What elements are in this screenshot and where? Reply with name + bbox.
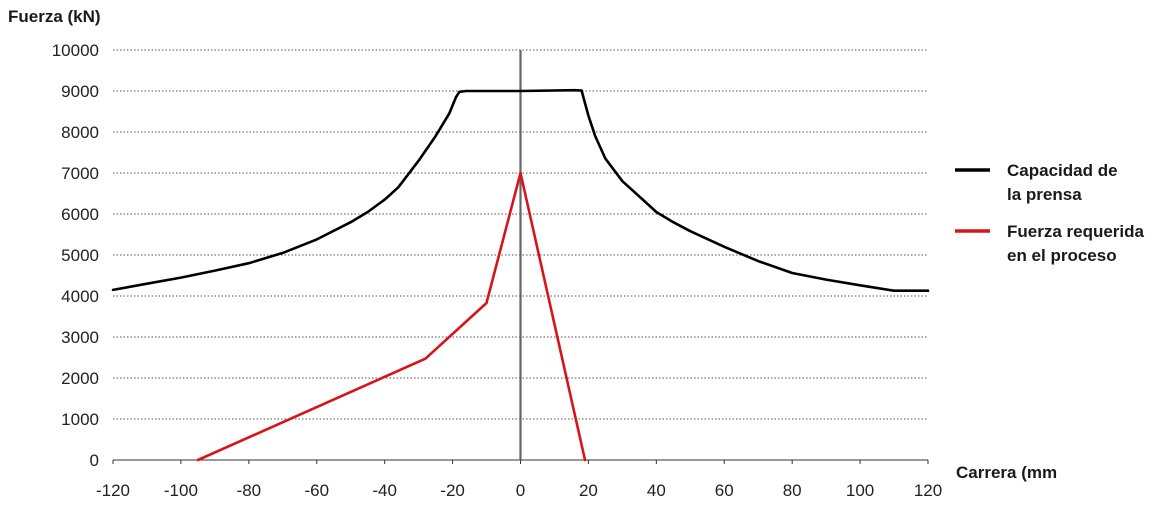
x-tick-label: 60 <box>715 481 734 500</box>
y-tick-label: 4000 <box>61 287 99 306</box>
y-tick-label: 5000 <box>61 246 99 265</box>
y-tick-label: 3000 <box>61 328 99 347</box>
y-tick-label: 10000 <box>52 41 99 60</box>
y-axis-title: Fuerza (kN) <box>8 7 101 26</box>
legend-label: Capacidad de <box>1007 161 1118 180</box>
x-tick-label: -100 <box>164 481 198 500</box>
x-tick-label: -20 <box>440 481 465 500</box>
x-tick-labels: -120 -100 -80 -60 -40 -20 0 20 40 60 80 100 120 <box>96 460 942 500</box>
x-tick-label: -60 <box>304 481 329 500</box>
y-tick-label: 9000 <box>61 82 99 101</box>
y-tick-label: 8000 <box>61 123 99 142</box>
x-tick-label: 40 <box>647 481 666 500</box>
x-tick-label: 120 <box>914 481 942 500</box>
series-line-1 <box>111 88 930 293</box>
x-tick-label: 80 <box>783 481 802 500</box>
y-tick-labels: 0 1000 2000 3000 4000 5000 6000 7000 8000 9000 100… <box>52 41 99 470</box>
x-tick-label: -120 <box>96 481 130 500</box>
x-tick-label: 0 <box>516 481 525 500</box>
series-layer <box>111 88 930 462</box>
x-tick-label: -40 <box>372 481 397 500</box>
y-tick-label: 0 <box>90 451 99 470</box>
x-axis-title: Carrera (mm <box>956 463 1057 482</box>
legend: Capacidad de la prensa Fuerza requerida en … <box>955 161 1145 265</box>
series-line-2 <box>196 171 587 462</box>
y-tick-label: 2000 <box>61 369 99 388</box>
legend-label: la prensa <box>1007 185 1082 204</box>
y-tick-label: 1000 <box>61 410 99 429</box>
y-tick-label: 7000 <box>61 164 99 183</box>
grid <box>113 49 928 461</box>
y-tick-label: 6000 <box>61 205 99 224</box>
x-tick-label: 100 <box>846 481 874 500</box>
x-tick-label: -80 <box>237 481 262 500</box>
legend-label: en el proceso <box>1007 246 1117 265</box>
x-tick-label: 20 <box>579 481 598 500</box>
legend-label: Fuerza requerida <box>1007 222 1145 241</box>
